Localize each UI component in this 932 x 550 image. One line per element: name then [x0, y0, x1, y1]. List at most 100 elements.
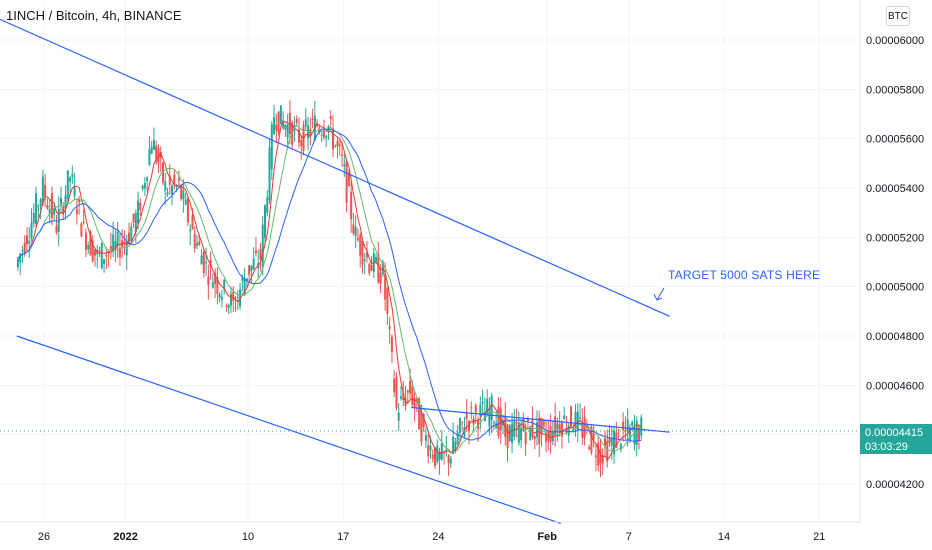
candle-body	[150, 146, 153, 154]
candle-body	[186, 198, 189, 223]
candle-body	[60, 197, 62, 205]
candle-body	[631, 422, 634, 426]
price-tick-label: 0.00005400	[866, 183, 924, 195]
candle-body	[420, 411, 423, 442]
candle-body	[275, 124, 278, 131]
candle-body	[84, 232, 87, 250]
candle-body	[465, 412, 468, 420]
candle-body	[234, 307, 237, 309]
candle-body	[440, 443, 443, 460]
candle-body	[579, 417, 582, 419]
candle-body	[638, 427, 640, 441]
candle-body	[468, 421, 470, 432]
candle-body	[143, 183, 146, 189]
candle-body	[538, 417, 541, 444]
candle-body	[205, 261, 208, 264]
candle-body	[422, 413, 425, 428]
candle-body	[46, 204, 49, 209]
candle-body	[211, 282, 214, 288]
candle-body	[366, 252, 368, 258]
candle-body	[159, 151, 162, 159]
candle-body	[452, 436, 455, 455]
time-tick-label: 2022	[113, 531, 137, 543]
price-tick-label: 0.00005800	[866, 84, 924, 96]
candle-body	[327, 126, 330, 132]
candle-body	[130, 226, 133, 242]
candle-body	[456, 432, 459, 444]
candle-body	[345, 161, 348, 203]
time-tick-label: 26	[38, 531, 50, 543]
candle-body	[352, 224, 355, 234]
candle-body	[483, 412, 486, 422]
candle-body	[395, 376, 398, 408]
candle-body	[375, 257, 378, 262]
candle-body	[336, 140, 339, 147]
candle-body	[497, 406, 500, 436]
candle-body	[458, 418, 461, 433]
candle-body	[248, 265, 251, 275]
candle-body	[361, 240, 364, 265]
candle-body	[254, 250, 257, 254]
candle-body	[504, 416, 507, 437]
candle-body	[558, 424, 561, 434]
candle-body	[488, 408, 491, 427]
candle-body	[166, 192, 169, 195]
candle-body	[411, 386, 414, 405]
price-axis[interactable]: 0.00006000 0.00005800 0.00005600 0.00005400…	[866, 35, 924, 491]
currency-badge[interactable]: BTC	[886, 6, 910, 26]
candle-body	[594, 455, 597, 458]
candle-body	[617, 429, 620, 431]
candle-body	[597, 442, 600, 466]
price-tick-label: 0.00004600	[866, 380, 924, 392]
candle-body	[16, 258, 19, 268]
candle-body	[354, 227, 357, 237]
candle-body	[245, 278, 248, 281]
candle-body	[32, 212, 35, 224]
candle-body	[35, 193, 38, 225]
candle-body	[533, 435, 536, 440]
candle-body	[393, 378, 396, 393]
candle-body	[19, 253, 22, 263]
candle-body	[177, 178, 180, 181]
candle-body	[463, 427, 466, 437]
candle-body	[69, 177, 72, 182]
time-axis[interactable]: 26 2022 10 17 24 Feb 7 14 21	[38, 531, 825, 543]
candle-body	[628, 427, 631, 442]
candle-body	[406, 390, 409, 393]
candle-body	[329, 116, 332, 120]
candle-body	[542, 420, 545, 427]
candle-body	[261, 224, 264, 267]
candle-body	[474, 405, 477, 413]
candle-body	[37, 206, 40, 208]
candle-body	[610, 437, 613, 446]
time-tick-label: Feb	[537, 531, 557, 543]
candle-body	[486, 398, 489, 414]
consolidation-trendline	[411, 406, 670, 433]
candle-body	[359, 234, 362, 256]
candle-body	[570, 406, 572, 427]
candle-body	[241, 277, 244, 281]
candle-body	[243, 279, 246, 296]
candle-body	[236, 296, 239, 298]
candle-body	[171, 185, 174, 195]
last-price-value: 0.00004415	[865, 427, 924, 439]
candle-body	[592, 433, 595, 440]
ma-green-line	[17, 124, 642, 453]
candle-body	[604, 438, 606, 446]
candle-body	[560, 422, 563, 437]
time-tick-label: 24	[432, 531, 444, 543]
candle-body	[619, 444, 622, 449]
candle-body	[282, 120, 285, 129]
candle-body	[139, 202, 142, 210]
candle-body	[216, 277, 219, 294]
candle-body	[576, 411, 579, 432]
candle-body	[332, 128, 334, 150]
candle-body	[454, 441, 457, 452]
candle-body	[343, 164, 346, 167]
candle-body	[220, 297, 223, 300]
candle-body	[175, 186, 178, 188]
candle-body	[30, 222, 33, 239]
candle-body	[266, 197, 269, 213]
